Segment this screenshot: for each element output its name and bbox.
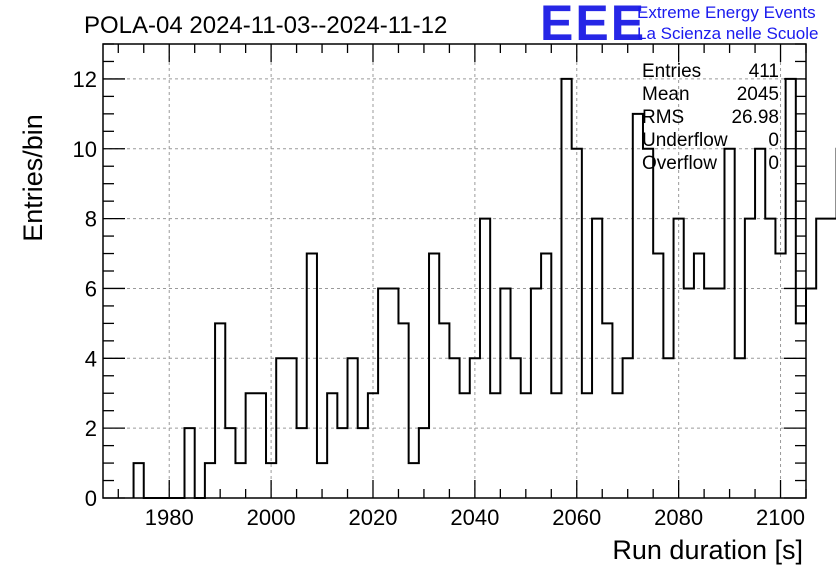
x-tick-label: 2000 [247,505,296,530]
y-axis-title: Entries/bin [18,114,48,242]
x-axis-title: Run duration [s] [612,535,803,565]
x-tick-label: 2040 [450,505,499,530]
stats-label: Overflow [642,153,717,174]
stats-label: Underflow [642,130,728,151]
axis-ticks [103,44,806,498]
eee-logo-line1: Extreme Energy Events [637,3,816,22]
y-tick-labels: 0 2 4 6 8 10 12 [73,67,97,511]
grid [103,44,806,498]
y-tick-label: 4 [85,346,97,371]
chart-title: POLA-04 2024-11-03--2024-11-12 [84,12,447,39]
y-tick-label: 10 [73,137,97,162]
stats-value: 411 [749,61,779,82]
y-tick-label: 8 [85,207,97,232]
stats-value: 26.98 [731,107,779,128]
x-tick-label: 2020 [349,505,398,530]
stats-value: 0 [768,153,779,174]
x-tick-label: 2100 [756,505,805,530]
eee-logo-line2: La Scienza nelle Scuole [637,24,818,43]
x-tick-label: 2080 [654,505,703,530]
plot-frame [103,44,806,498]
stats-value: 2045 [737,84,779,105]
stats-label: RMS [642,107,684,128]
stats-value: 0 [768,130,779,151]
stats-label: Mean [642,84,690,105]
x-tick-label: 1980 [145,505,194,530]
histogram-outline [134,79,836,498]
x-tick-label: 2060 [552,505,601,530]
y-tick-label: 6 [85,276,97,301]
y-tick-label: 12 [73,67,97,92]
y-tick-label: 0 [85,486,97,511]
y-tick-label: 2 [85,416,97,441]
stats-label: Entries [642,61,701,82]
x-tick-labels: 1980 2000 2020 2040 2060 2080 2100 [145,505,805,530]
